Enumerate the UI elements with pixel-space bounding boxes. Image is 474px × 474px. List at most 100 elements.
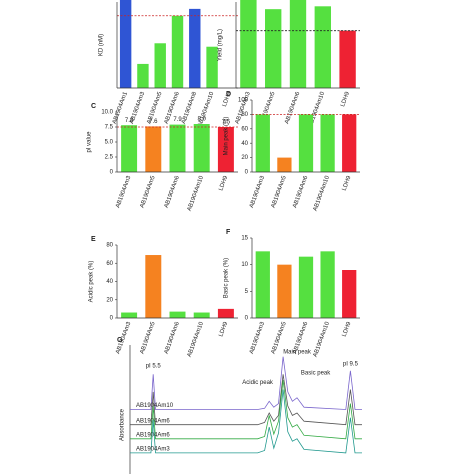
x-tick-label: AB1904Am6 bbox=[292, 175, 309, 209]
panel-letter: E bbox=[91, 236, 96, 243]
x-tick-label: AB1904Am6 bbox=[164, 175, 181, 209]
value-label: 7.5 bbox=[222, 120, 231, 126]
x-tick-label: LDH9 bbox=[218, 175, 229, 192]
y-tick-label: 40 bbox=[106, 279, 113, 285]
annotation: Acidic peak bbox=[242, 380, 274, 386]
x-tick-label: AB1904Am5 bbox=[271, 175, 288, 209]
y-tick-label: 20 bbox=[241, 155, 248, 161]
y-axis-label: Basic peak (%) bbox=[224, 258, 230, 298]
bar bbox=[193, 124, 210, 172]
annotation: Main peak bbox=[283, 350, 312, 356]
y-tick-label: 15 bbox=[241, 236, 248, 242]
trace bbox=[130, 380, 362, 440]
x-tick-label: AB1904Am3 bbox=[249, 321, 266, 355]
bar bbox=[289, 0, 307, 88]
y-tick-label: 10 bbox=[241, 262, 248, 268]
bar bbox=[119, 0, 132, 88]
bar bbox=[193, 312, 210, 318]
x-tick-label: AB1904Am5 bbox=[139, 175, 156, 209]
bar bbox=[342, 114, 357, 172]
y-tick-label: 0 bbox=[110, 316, 114, 322]
bar bbox=[137, 63, 149, 88]
y-axis-label: pI value bbox=[87, 131, 93, 153]
trace-label: AB1904Am6 bbox=[136, 432, 170, 438]
y-tick-label: 10.0 bbox=[101, 110, 113, 116]
bar bbox=[277, 157, 292, 172]
bar bbox=[145, 255, 162, 318]
bar bbox=[171, 15, 184, 88]
y-axis-label: KD (nM) bbox=[99, 34, 105, 56]
bar bbox=[154, 43, 166, 88]
y-tick-label: 5 bbox=[245, 289, 249, 295]
bar bbox=[255, 114, 270, 172]
bar bbox=[298, 114, 314, 172]
y-tick-label: 100 bbox=[238, 98, 249, 104]
x-tick-label: LDH9 bbox=[222, 91, 233, 108]
bar bbox=[169, 311, 186, 318]
x-tick-label: AB1904Am10 bbox=[313, 321, 332, 358]
bar bbox=[339, 30, 356, 89]
bar bbox=[121, 125, 138, 172]
y-tick-label: 2.5 bbox=[105, 155, 114, 161]
bar bbox=[217, 127, 234, 172]
bar bbox=[320, 114, 335, 172]
y-tick-label: 0 bbox=[245, 316, 249, 322]
panel-letter: F bbox=[226, 229, 231, 236]
bar bbox=[217, 308, 234, 318]
trace-label: AB1904Am3 bbox=[136, 446, 170, 452]
bar bbox=[277, 264, 292, 318]
bar bbox=[189, 8, 201, 89]
trace-label: AB1904Am10 bbox=[136, 403, 174, 409]
y-axis-label: Acidic peak (%) bbox=[89, 261, 95, 303]
bar bbox=[145, 126, 162, 172]
y-tick-label: 0 bbox=[245, 170, 249, 176]
y-tick-label: 20 bbox=[106, 297, 113, 303]
x-tick-label: AB1904Am5 bbox=[139, 321, 156, 355]
panel-letter: G bbox=[117, 337, 123, 344]
trace bbox=[130, 374, 362, 426]
panel-letter: C bbox=[91, 103, 96, 110]
bar bbox=[169, 124, 186, 172]
annotation: pI 5.5 bbox=[146, 364, 162, 370]
x-tick-label: LDH9 bbox=[342, 321, 353, 338]
bar bbox=[342, 270, 357, 318]
bar bbox=[255, 251, 270, 318]
value-label: 7.8 bbox=[125, 118, 134, 124]
x-tick-label: LDH9 bbox=[340, 91, 351, 108]
bar bbox=[240, 0, 257, 88]
x-tick-label: AB1904Am10 bbox=[187, 175, 206, 212]
x-tick-label: LDH9 bbox=[342, 175, 353, 192]
trace bbox=[130, 389, 362, 454]
panel-letter: D bbox=[226, 91, 231, 98]
value-label: 8.0 bbox=[198, 117, 207, 123]
y-tick-label: 80 bbox=[241, 112, 248, 118]
y-tick-label: 60 bbox=[241, 126, 248, 132]
y-tick-label: 7.5 bbox=[105, 125, 114, 131]
y-tick-label: 40 bbox=[241, 141, 248, 147]
bar bbox=[121, 312, 138, 318]
y-axis-label: Main peak (%) bbox=[224, 117, 230, 156]
x-tick-label: AB1904Am3 bbox=[115, 175, 132, 209]
annotation: Basic peak bbox=[301, 371, 331, 377]
bar bbox=[314, 6, 331, 88]
y-tick-label: 80 bbox=[106, 243, 113, 249]
x-tick-label: AB1904Am10 bbox=[313, 175, 332, 212]
x-tick-label: AB1904Am3 bbox=[235, 91, 252, 125]
y-tick-label: 0 bbox=[110, 170, 114, 176]
y-axis-label: Absorbance bbox=[120, 408, 126, 441]
y-tick-label: 60 bbox=[106, 261, 113, 267]
value-label: 7.6 bbox=[149, 119, 158, 125]
bar bbox=[206, 46, 218, 88]
bar bbox=[298, 256, 314, 318]
x-tick-label: LDH9 bbox=[218, 321, 229, 338]
y-tick-label: 5.0 bbox=[105, 140, 114, 146]
bar bbox=[265, 9, 282, 89]
x-tick-label: AB1904Am8 bbox=[181, 91, 198, 125]
annotation: pI 9.5 bbox=[343, 361, 359, 367]
y-axis-label: Yield (mg/L) bbox=[218, 29, 224, 61]
trace bbox=[130, 356, 362, 410]
bar bbox=[320, 251, 335, 318]
x-tick-label: AB1904Am3 bbox=[249, 175, 266, 209]
x-tick-label: AB1904Am10 bbox=[187, 321, 206, 358]
